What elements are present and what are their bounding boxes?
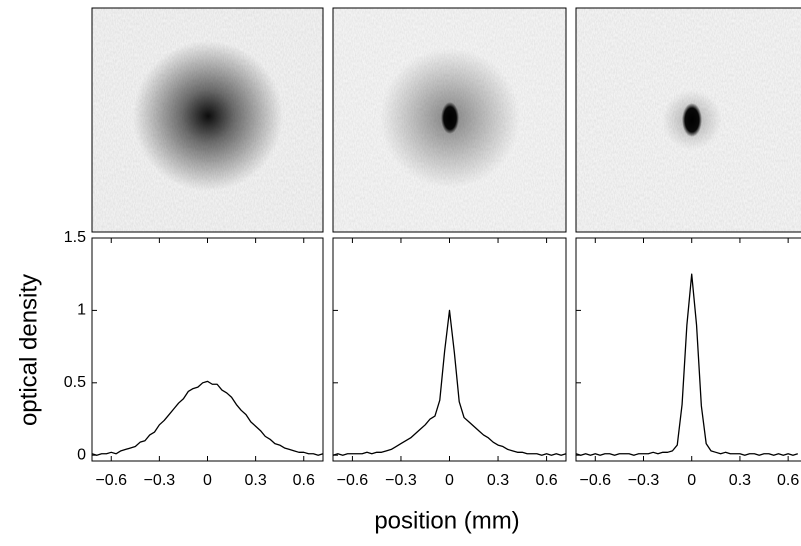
plot-frame: [91, 237, 324, 462]
profile-line: [575, 273, 798, 456]
y-axis-label: optical density: [15, 274, 42, 426]
x-tick-label: 0: [203, 472, 212, 489]
x-tick-label: 0: [445, 472, 454, 489]
x-tick-label: 0: [687, 472, 696, 489]
x-tick-label: −0.3: [628, 472, 660, 489]
image-frame: [575, 7, 801, 233]
y-tick-label: 1: [77, 302, 86, 319]
x-tick-label: 0.6: [535, 472, 557, 489]
x-tick-label: 0.3: [487, 472, 509, 489]
x-tick-label: 0.6: [293, 472, 315, 489]
x-tick-label: 0.3: [245, 472, 267, 489]
x-axis-label: position (mm): [374, 507, 519, 534]
x-tick-label: −0.3: [385, 472, 417, 489]
x-tick-label: −0.6: [337, 472, 369, 489]
image-frame: [332, 7, 567, 233]
image-panel: [92, 8, 323, 232]
x-tick-label: −0.3: [144, 472, 176, 489]
x-tick-label: −0.6: [95, 472, 127, 489]
profile-line: [91, 380, 324, 456]
image-panel: [576, 8, 801, 232]
image-frame: [91, 7, 324, 233]
y-tick-label: 1.5: [64, 229, 86, 246]
image-panel: [333, 8, 566, 232]
y-tick-label: 0: [77, 446, 86, 463]
x-tick-label: −0.6: [579, 472, 611, 489]
profile-line: [332, 309, 567, 456]
plot-frame: [332, 237, 567, 462]
y-tick-label: 0.5: [64, 374, 86, 391]
plot-frame: [575, 237, 801, 462]
x-tick-label: 0.3: [729, 472, 751, 489]
x-tick-label: 0.6: [777, 472, 799, 489]
